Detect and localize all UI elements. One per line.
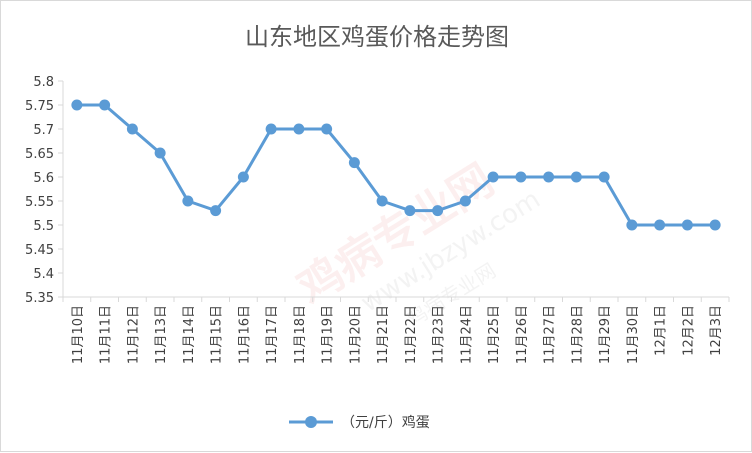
data-point — [487, 171, 499, 183]
data-point — [265, 123, 277, 135]
data-point — [515, 171, 527, 183]
data-point — [459, 195, 471, 207]
x-tick-label: 12月1日 — [654, 305, 669, 356]
x-tick-label: 11月15日 — [210, 305, 225, 364]
y-tick-label: 5.55 — [25, 195, 54, 210]
data-point — [376, 195, 388, 207]
data-point — [293, 123, 305, 135]
x-tick-label: 12月2日 — [681, 305, 696, 356]
x-tick-label: 11月27日 — [543, 305, 558, 364]
y-tick-label: 5.6 — [33, 171, 54, 186]
x-tick-label: 11月20日 — [348, 305, 363, 364]
y-tick-label: 5.7 — [33, 123, 54, 138]
x-tick-label: 11月13日 — [154, 305, 169, 364]
y-tick-label: 5.45 — [25, 243, 54, 258]
x-tick-label: 11月17日 — [265, 305, 280, 364]
y-axis: 5.35 5.4 5.45 5.5 5.55 5.6 5.65 5.7 5.75 5.8 — [25, 75, 64, 306]
x-tick-label: 11月26日 — [515, 305, 530, 364]
data-point — [432, 205, 444, 217]
data-point — [348, 157, 360, 169]
data-point — [654, 219, 666, 231]
x-tick-label: 11月25日 — [487, 305, 502, 364]
data-point — [237, 171, 249, 183]
data-point — [182, 195, 194, 207]
y-tick-label: 5.65 — [25, 147, 54, 162]
data-point — [321, 123, 333, 135]
y-tick-label: 5.8 — [33, 75, 54, 90]
x-tick-label: 11月23日 — [432, 305, 447, 364]
x-tick-label: 11月28日 — [570, 305, 585, 364]
data-point — [404, 205, 416, 217]
x-tick-label: 12月3日 — [709, 305, 724, 356]
x-tick-label: 11月29日 — [598, 305, 613, 364]
chart-title: 山东地区鸡蛋价格走势图 — [245, 23, 509, 51]
series-line — [76, 103, 716, 227]
x-tick-label: 11月12日 — [126, 305, 141, 364]
legend: （元/斤）鸡蛋 — [289, 414, 430, 431]
x-tick-label: 11月10日 — [71, 305, 86, 364]
data-point — [543, 171, 555, 183]
legend-marker — [305, 416, 317, 428]
data-point — [709, 219, 721, 231]
legend-label: （元/斤）鸡蛋 — [341, 414, 430, 431]
y-tick-label: 5.75 — [25, 99, 54, 114]
x-tick-label: 11月22日 — [404, 305, 419, 364]
x-tick-label: 11月21日 — [376, 305, 391, 364]
x-tick-label: 11月14日 — [182, 305, 197, 364]
data-point — [681, 219, 693, 231]
data-point — [598, 171, 610, 183]
data-point — [626, 219, 638, 231]
x-tick-label: 11月18日 — [293, 305, 308, 364]
data-point — [570, 171, 582, 183]
plot-area — [71, 99, 721, 231]
x-tick-label: 11月24日 — [459, 305, 474, 364]
data-point — [71, 99, 83, 111]
x-tick-label: 11月30日 — [626, 305, 641, 364]
x-tick-label: 11月11日 — [99, 305, 114, 364]
y-tick-label: 5.4 — [33, 267, 54, 282]
y-tick-label: 5.5 — [33, 219, 54, 234]
x-axis: 11月10日 11月11日 11月12日 11月13日 11月14日 11月15日 11月1… — [62, 296, 730, 364]
y-tick-label: 5.35 — [25, 291, 54, 306]
x-tick-label: 11月16日 — [237, 305, 252, 364]
data-point — [99, 99, 111, 111]
data-point — [126, 123, 138, 135]
x-tick-label: 11月19日 — [321, 305, 336, 364]
data-point — [210, 205, 222, 217]
data-point — [154, 147, 166, 159]
